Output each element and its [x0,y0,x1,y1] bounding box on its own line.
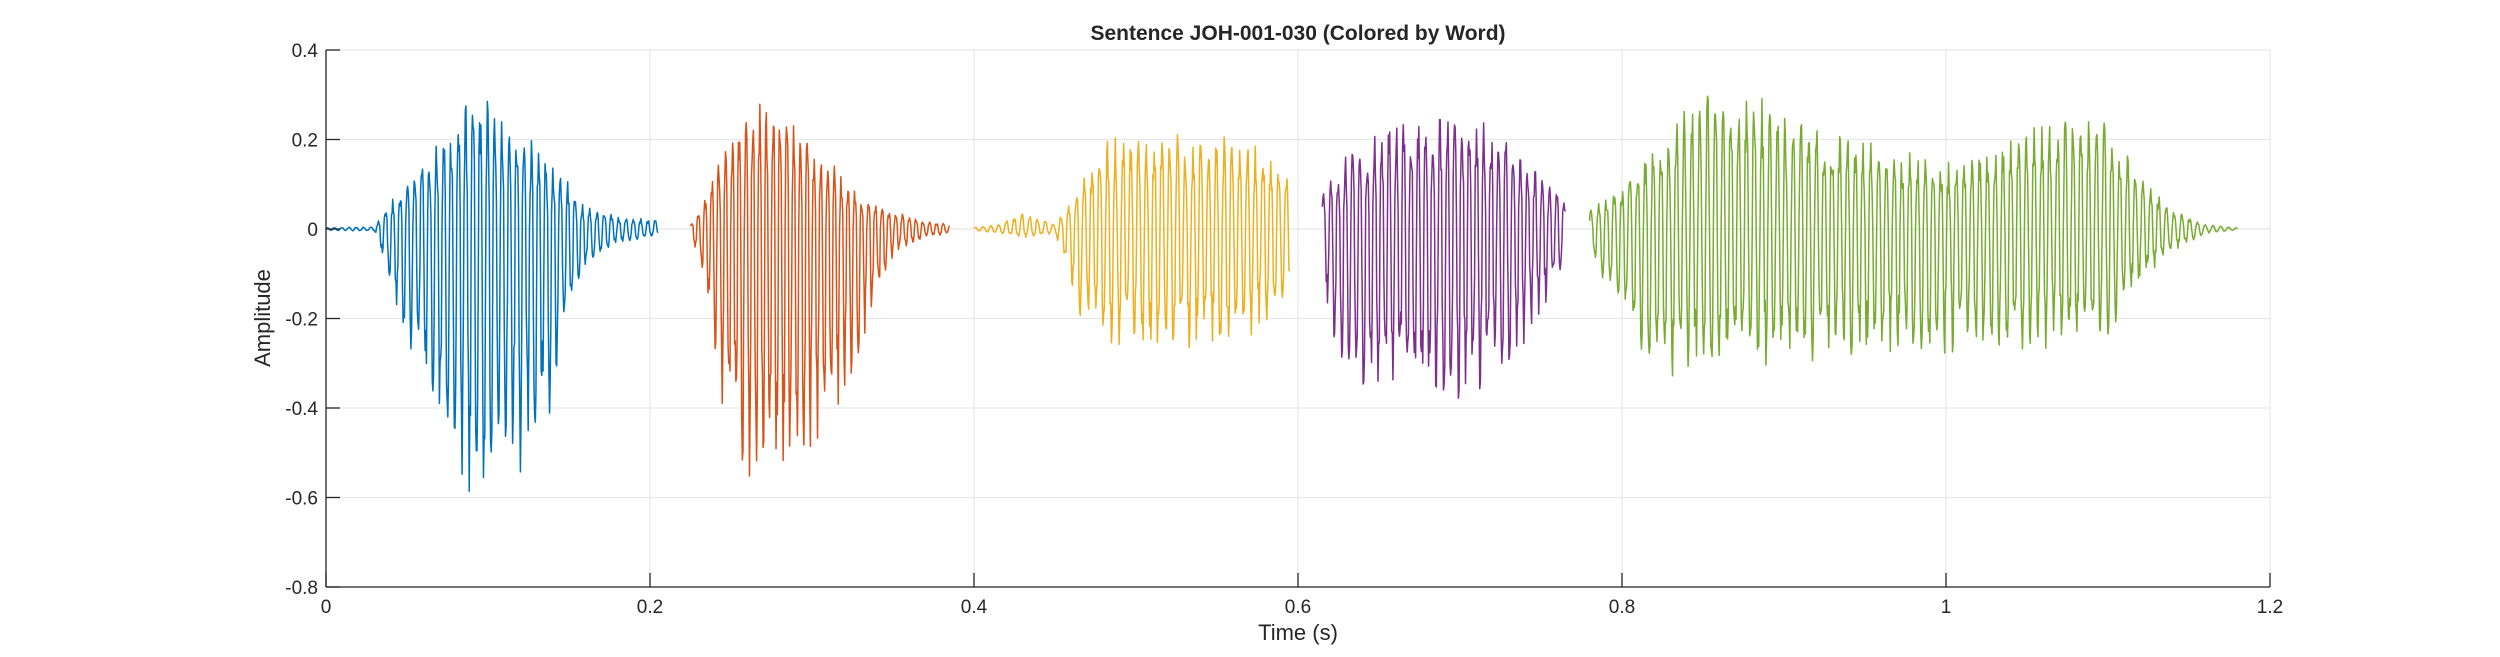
y-tick-label-4: 0 [307,220,318,241]
y-tick-label-2: -0.4 [285,399,318,420]
series-group [325,95,2239,492]
chart-title: Sentence JOH-001-030 (Colored by Word) [1090,22,1505,45]
y-tick-label-1: -0.6 [285,489,318,510]
x-tick-label-5: 1 [1941,597,1952,618]
waveform-series-2 [689,103,950,477]
tick-labels: 0 0.2 0.4 0.6 0.8 1 1.2 -0.8 -0.6 -0.4 -0.2 0 0.2 0.4 [285,41,2283,618]
y-tick-label-0: -0.8 [285,578,318,599]
axes [325,49,2271,588]
y-tick-label-5: 0.2 [292,131,318,152]
waveform-series-4 [1321,118,1567,399]
y-tick-label-6: 0.4 [292,41,319,62]
x-tick-label-4: 0.8 [1609,597,1635,618]
x-tick-label-0: 0 [321,597,332,618]
y-axis-label: Amplitude [250,269,275,367]
x-tick-label-6: 1.2 [2257,597,2283,618]
x-axis-label: Time (s) [1258,620,1338,645]
x-tick-label-3: 0.6 [1285,597,1311,618]
y-tick-label-3: -0.2 [285,310,318,331]
x-tick-label-2: 0.4 [961,597,988,618]
waveform-series-1 [325,100,659,492]
x-tick-label-1: 0.2 [637,597,663,618]
waveform-series-3 [973,133,1291,349]
waveform-series-5 [1588,95,2239,377]
